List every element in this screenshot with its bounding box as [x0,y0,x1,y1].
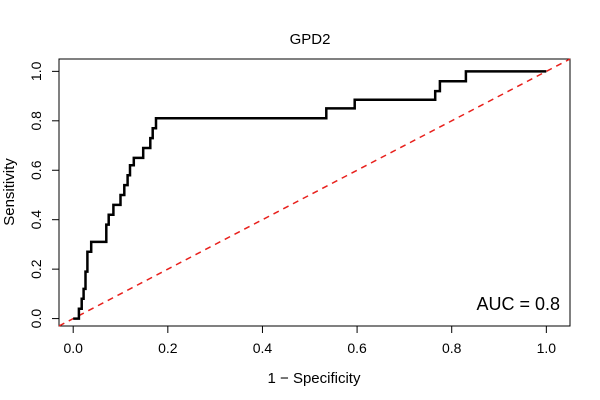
y-tick-label: 0.6 [28,160,44,180]
y-axis-label: Sensitivity [1,158,18,226]
y-tick-label: 0.2 [28,259,44,279]
x-tick-label: 0.6 [347,340,367,356]
plot-frame [58,58,571,327]
x-tick-label: 0.2 [158,340,178,356]
chart-title: GPD2 [290,31,331,48]
y-tick-label: 0.8 [28,111,44,131]
y-axis: 0.0 0.2 0.4 0.6 0.8 1.0 [28,61,59,328]
auc-annotation: AUC = 0.8 [476,294,560,314]
y-tick-label: 1.0 [28,61,44,81]
y-tick-label: 0.4 [28,210,44,230]
y-tick-label: 0.0 [28,309,44,329]
x-tick-label: 1.0 [537,340,557,356]
x-axis: 0.0 0.2 0.4 0.6 0.8 1.0 [63,326,556,356]
roc-curve-line [73,70,547,320]
x-tick-label: 0.4 [253,340,273,356]
x-axis-label: 1 − Specificity [268,370,361,387]
x-tick-label: 0.8 [442,340,462,356]
reference-diagonal-line [58,58,571,327]
x-tick-label: 0.0 [63,340,83,356]
